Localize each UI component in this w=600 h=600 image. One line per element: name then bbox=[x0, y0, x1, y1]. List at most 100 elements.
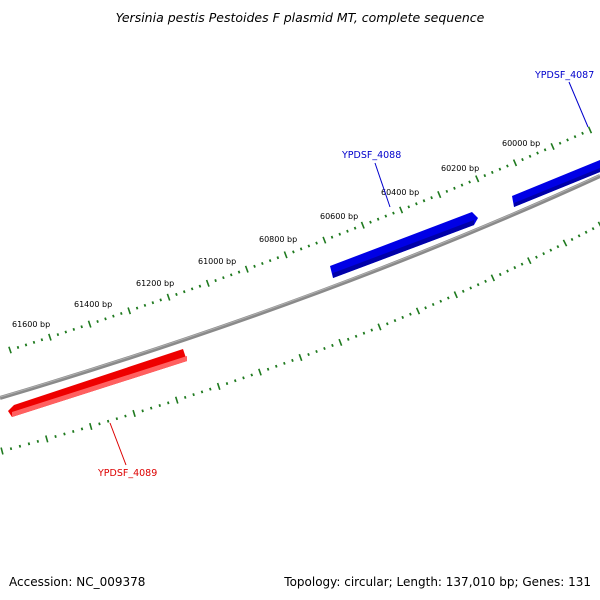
minor-tick bbox=[331, 343, 334, 348]
minor-tick bbox=[415, 202, 418, 206]
minor-tick bbox=[431, 302, 435, 307]
minor-tick bbox=[124, 414, 127, 418]
minor-tick bbox=[446, 296, 450, 300]
minor-tick bbox=[573, 135, 577, 139]
accession-label: Accession: NC_009378 bbox=[9, 575, 146, 589]
minor-tick bbox=[392, 211, 395, 215]
major-tick bbox=[132, 409, 136, 418]
minor-tick bbox=[266, 367, 270, 371]
major-tick bbox=[298, 353, 303, 362]
minor-tick bbox=[158, 404, 161, 408]
minor-tick bbox=[40, 338, 44, 342]
minor-tick bbox=[556, 245, 560, 249]
minor-tick bbox=[453, 186, 456, 190]
minor-tick bbox=[369, 220, 372, 224]
minor-tick bbox=[362, 331, 366, 335]
minor-tick bbox=[233, 379, 237, 383]
minor-tick bbox=[577, 234, 581, 238]
gene-arrow-shade bbox=[514, 168, 600, 207]
gene-ypdsf-4089[interactable]: YPDSF_4089 bbox=[8, 349, 187, 479]
minor-tick bbox=[16, 345, 20, 349]
minor-tick bbox=[190, 287, 194, 291]
minor-tick bbox=[521, 158, 524, 162]
major-tick bbox=[512, 159, 518, 167]
ruler-label: 61000 bp bbox=[198, 257, 236, 266]
minor-tick bbox=[393, 319, 397, 323]
minor-tick bbox=[98, 422, 101, 426]
gene-ypdsf-4088[interactable]: YPDSF_4088 bbox=[330, 150, 478, 278]
minor-tick bbox=[468, 180, 471, 184]
major-tick bbox=[490, 274, 496, 282]
minor-tick bbox=[299, 247, 303, 251]
major-tick bbox=[216, 382, 221, 390]
minor-tick bbox=[460, 183, 464, 187]
minor-tick bbox=[584, 230, 588, 234]
minor-tick bbox=[225, 382, 229, 386]
minor-tick bbox=[261, 261, 264, 266]
backbone-arc-highlight bbox=[0, 174, 600, 398]
minor-tick bbox=[542, 252, 546, 256]
minor-tick bbox=[18, 444, 22, 448]
minor-tick bbox=[506, 269, 509, 273]
minor-tick bbox=[292, 250, 295, 254]
gene-label-leader bbox=[374, 162, 391, 208]
minor-tick bbox=[32, 340, 36, 344]
minor-tick bbox=[323, 346, 326, 351]
minor-tick bbox=[536, 151, 539, 155]
ruler-label: 60600 bp bbox=[320, 212, 358, 221]
minor-tick bbox=[483, 174, 487, 178]
ruler-label: 61400 bp bbox=[74, 300, 112, 309]
minor-tick bbox=[250, 373, 254, 377]
minor-tick bbox=[183, 395, 187, 399]
gene-ypdsf-4087[interactable]: YPDSF_4087 bbox=[512, 70, 600, 207]
minor-tick bbox=[307, 352, 310, 357]
major-tick bbox=[360, 221, 365, 229]
major-tick bbox=[166, 293, 171, 301]
minor-tick bbox=[346, 229, 349, 233]
gene-label: YPDSF_4089 bbox=[97, 468, 157, 479]
minor-tick bbox=[353, 226, 357, 230]
major-tick bbox=[48, 333, 52, 341]
major-tick bbox=[0, 447, 4, 455]
minor-tick bbox=[222, 276, 225, 280]
minor-tick bbox=[192, 393, 195, 397]
major-tick bbox=[475, 175, 480, 183]
minor-tick bbox=[214, 279, 217, 283]
ruler-label: 60200 bp bbox=[441, 164, 479, 173]
gene-label-leader bbox=[109, 422, 127, 466]
minor-tick bbox=[346, 337, 350, 341]
minor-tick bbox=[338, 232, 342, 236]
minor-tick bbox=[291, 358, 294, 363]
minor-tick bbox=[370, 328, 374, 332]
major-tick bbox=[174, 396, 179, 404]
minor-tick bbox=[409, 312, 412, 316]
minor-tick bbox=[242, 376, 245, 380]
ruler-label: 61200 bp bbox=[136, 279, 174, 288]
minor-tick bbox=[115, 417, 119, 421]
ruler-label: 60800 bp bbox=[259, 235, 297, 244]
minor-tick bbox=[151, 301, 155, 305]
ruler-label: 60400 bp bbox=[381, 188, 419, 197]
major-tick bbox=[322, 236, 327, 244]
major-tick bbox=[283, 251, 288, 259]
minor-tick bbox=[384, 214, 388, 218]
minor-tick bbox=[424, 306, 427, 310]
minor-tick bbox=[498, 167, 502, 171]
ruler-label: 60000 bp bbox=[502, 139, 540, 148]
minor-tick bbox=[56, 333, 60, 337]
minor-tick bbox=[549, 248, 553, 252]
minor-tick bbox=[72, 327, 76, 331]
minor-tick bbox=[141, 409, 144, 413]
minor-tick bbox=[96, 320, 99, 323]
major-tick bbox=[45, 435, 49, 443]
minor-tick bbox=[558, 141, 562, 145]
minor-tick bbox=[376, 217, 380, 221]
minor-tick bbox=[591, 227, 595, 231]
minor-tick bbox=[315, 241, 318, 245]
major-tick bbox=[453, 291, 458, 299]
minor-tick bbox=[104, 317, 107, 321]
minor-tick bbox=[528, 154, 532, 158]
major-tick bbox=[127, 307, 132, 315]
major-tick bbox=[258, 368, 262, 376]
map-title: Yersinia pestis Pestoides F plasmid MT, … bbox=[115, 10, 485, 25]
